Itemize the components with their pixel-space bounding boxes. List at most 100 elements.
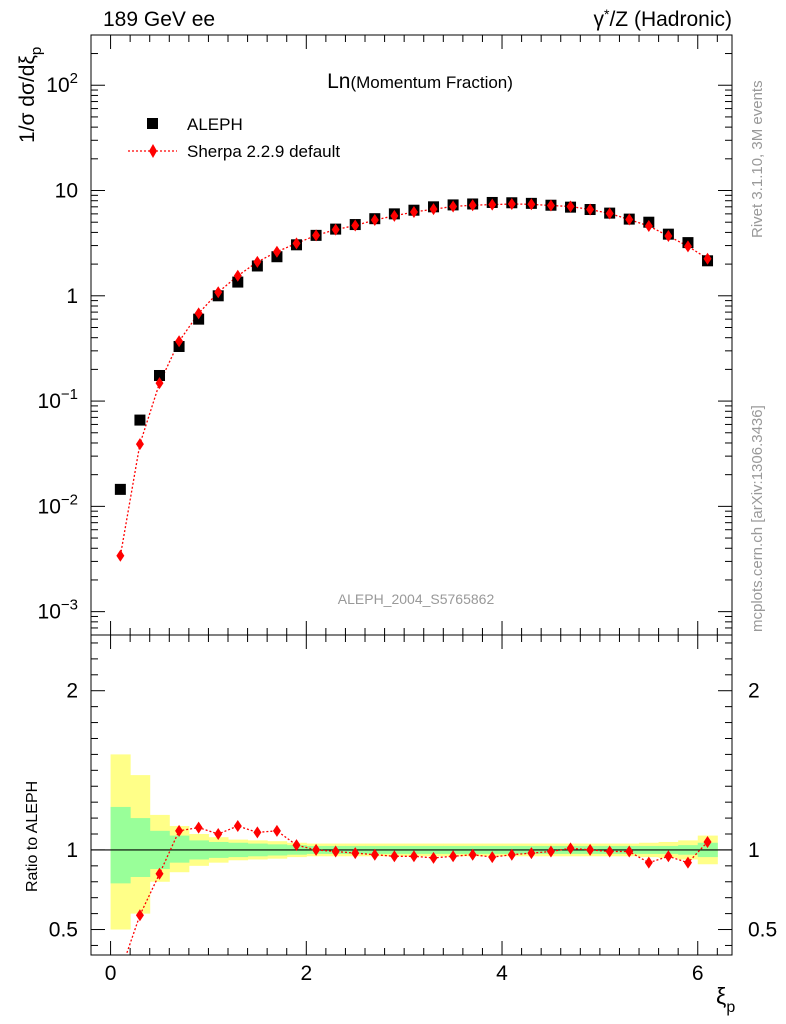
main-y-tick-label-base: 10: [46, 74, 69, 97]
mc-point: [625, 213, 634, 226]
ratio-point: [214, 828, 223, 841]
ratio-panel: 0.5 0.5 1 1 2 2 0 2 4 6: [49, 634, 777, 985]
main-series-layer: [114, 196, 714, 562]
plot-title-main: Ln: [327, 70, 350, 93]
header-right-gamma: γ: [594, 8, 605, 31]
main-y-axis-label-sub: p: [28, 47, 45, 55]
data-point: [134, 414, 146, 426]
header-left-label: 189 GeV ee: [103, 8, 215, 31]
mc-point: [703, 252, 712, 265]
mc-point: [331, 223, 340, 236]
mc-point: [253, 255, 262, 268]
mc-point: [390, 209, 399, 222]
ratio-point: [605, 845, 614, 858]
main-y-tick-label-base: 10: [38, 601, 61, 624]
ratio-band-inner: [169, 835, 190, 863]
mc-point: [566, 200, 575, 213]
data-point: [232, 276, 244, 288]
ratio-uncertainty-bands: [110, 754, 718, 930]
ratio-point: [233, 820, 242, 833]
main-y-tick-label-base: 10: [38, 495, 61, 518]
mc-point: [155, 377, 164, 390]
data-point: [114, 483, 126, 495]
ratio-y-tick-label-left: 0.5: [49, 919, 78, 942]
mc-point: [664, 229, 673, 242]
mc-point: [488, 198, 497, 211]
ratio-point: [664, 850, 673, 863]
analysis-watermark: ALEPH_2004_S5765862: [338, 591, 495, 607]
mc-point: [272, 245, 281, 258]
mc-point: [292, 237, 301, 250]
ratio-plot-frame: [90, 634, 733, 956]
mc-point: [644, 220, 653, 233]
mc-point: [546, 199, 555, 212]
rivet-version-text: Rivet 3.1.10, 3M events: [749, 80, 766, 238]
ratio-point: [175, 824, 184, 837]
main-y-tick-label: 10−2: [38, 491, 78, 518]
ratio-point: [312, 843, 321, 856]
main-y-tick-label: 10: [55, 180, 78, 203]
ratio-point: [116, 966, 124, 978]
main-y-tick-label: 102: [46, 70, 78, 97]
x-tick-label: 2: [300, 962, 312, 985]
ratio-point: [527, 847, 536, 860]
mc-point: [135, 438, 144, 451]
x-axis-label: ξp: [716, 983, 735, 1016]
ratio-point: [194, 821, 203, 834]
ratio-point: [449, 850, 458, 863]
mc-point: [312, 229, 321, 242]
ratio-point: [625, 845, 634, 858]
main-y-tick-label-exp: −3: [61, 597, 78, 614]
legend-mc-label: Sherpa 2.2.9 default: [187, 142, 340, 161]
mc-point: [468, 199, 477, 212]
mc-point: [351, 219, 360, 232]
ratio-point: [644, 856, 653, 869]
plot-title: Ln(Momentum Fraction): [327, 70, 513, 93]
ratio-y-axis-label: Ratio to ALEPH: [24, 781, 41, 892]
ratio-point: [468, 848, 477, 861]
main-y-tick-label: 10−3: [38, 597, 78, 624]
header-right-label: γ*/Z (Hadronic): [594, 6, 732, 31]
main-y-axis-label: 1/σ dσ/dξp: [16, 47, 45, 143]
ratio-point: [351, 847, 360, 860]
ratio-point: [409, 850, 418, 863]
legend-data-marker: [147, 118, 158, 129]
x-tick-label: 4: [496, 962, 508, 985]
ratio-point: [429, 851, 438, 864]
data-point: [154, 369, 166, 381]
mc-point: [586, 203, 595, 216]
main-y-tick-label-base: 10: [55, 180, 78, 203]
ratio-point: [683, 856, 692, 869]
ratio-point: [331, 845, 340, 858]
ratio-point: [272, 824, 281, 837]
ratio-y-tick-label-right: 0.5: [748, 919, 777, 942]
ratio-point: [703, 835, 712, 848]
mc-point: [233, 269, 242, 282]
x-axis-label-sub: p: [726, 999, 735, 1016]
mc-point: [527, 198, 536, 211]
legend-data-label: ALEPH: [187, 115, 243, 134]
mc-point: [429, 203, 438, 216]
mc-point: [507, 197, 516, 210]
mc-point: [449, 200, 458, 213]
ratio-point: [370, 848, 379, 861]
main-y-tick-label-base: 1: [66, 285, 78, 308]
mc-point: [370, 213, 379, 226]
main-y-tick-label: 1: [66, 285, 78, 308]
ratio-axis-ticks: 0.5 0.5 1 1 2 2 0 2 4 6: [49, 635, 777, 985]
ratio-point: [586, 843, 595, 856]
mc-point: [214, 286, 223, 299]
main-y-tick-label-exp: −2: [61, 491, 78, 508]
legend-mc-marker: [149, 144, 157, 158]
legend: ALEPH Sherpa 2.2.9 default: [128, 115, 340, 161]
mcplots-reference-text: mcplots.cern.ch [arXiv:1306.3436]: [749, 405, 766, 632]
ratio-band-inner: [130, 818, 151, 877]
x-tick-label: 0: [105, 962, 117, 985]
main-y-tick-label-base: 10: [38, 390, 61, 413]
header-right-star: *: [604, 6, 610, 22]
ratio-series-layer: [116, 820, 712, 978]
ratio-band-inner: [110, 806, 131, 884]
mc-point: [194, 307, 203, 320]
